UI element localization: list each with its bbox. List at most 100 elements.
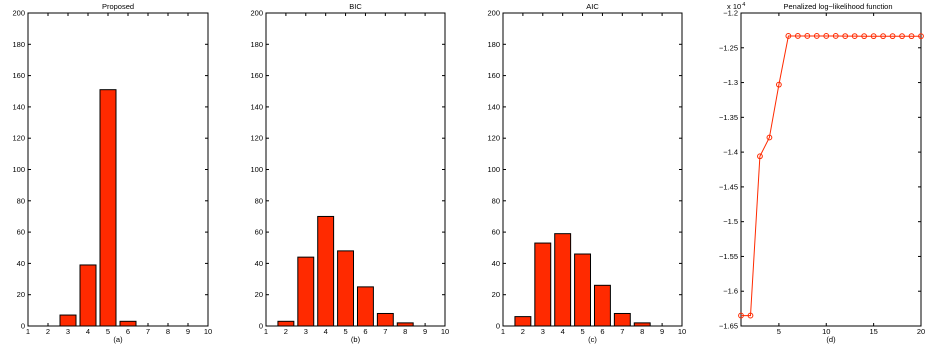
y-tick-label: 40	[255, 259, 263, 268]
y-tick-label: 140	[12, 102, 25, 111]
x-tick-label: 20	[917, 327, 925, 336]
data-point	[889, 33, 896, 40]
bar	[356, 286, 374, 327]
bar	[337, 250, 355, 327]
plot-frame-3	[502, 12, 683, 327]
y-tick-label: 0	[21, 322, 25, 331]
data-point	[899, 33, 905, 40]
bar	[554, 233, 572, 327]
bar	[574, 253, 592, 327]
y-tick-label: 120	[487, 134, 500, 143]
x-tick-label: 1	[26, 327, 30, 336]
y-tick-label: 60	[492, 228, 500, 237]
y-tick-label: 60	[255, 228, 263, 237]
y-tick-label: 160	[487, 71, 500, 80]
bar	[79, 264, 97, 327]
x-tick-label: 5	[106, 327, 110, 336]
y-tick-label: 140	[250, 102, 263, 111]
plot-frame-4	[740, 12, 922, 327]
data-point	[823, 33, 830, 39]
exponent-power: 4	[742, 2, 745, 8]
y-tick-label: 120	[250, 134, 263, 143]
x-tick-label: 10	[441, 327, 449, 336]
y-tick-label: −1.25	[719, 43, 738, 52]
x-tick-label: 4	[324, 327, 328, 336]
series-line	[741, 35, 921, 317]
exponent-label: x 10	[727, 2, 741, 11]
data-point	[851, 33, 858, 39]
data-point	[880, 33, 887, 40]
y-tick-label: 100	[487, 165, 500, 174]
x-tick-label: 10	[822, 327, 830, 336]
bar	[593, 284, 611, 327]
y-tick-label: 0	[496, 322, 500, 331]
x-tick-label: 7	[146, 327, 150, 336]
y-tick-label: 40	[492, 259, 500, 268]
y-tick-label: 120	[12, 134, 25, 143]
x-tick-label: 3	[66, 327, 70, 336]
x-tick-label: 2	[46, 327, 50, 336]
x-tick-label: 1	[501, 327, 505, 336]
chart-title: AIC	[586, 2, 599, 11]
y-tick-label: −1.45	[719, 182, 738, 191]
y-tick-label: 200	[487, 9, 500, 18]
data-point	[757, 153, 763, 160]
y-tick-label: −1.2	[723, 9, 738, 18]
bar	[119, 320, 137, 327]
y-tick-label: 40	[17, 259, 25, 268]
y-tick-label: 80	[492, 196, 500, 205]
x-tick-label: 7	[383, 327, 387, 336]
y-tick-label: −1.6	[723, 287, 738, 296]
y-tick-label: −1.4	[723, 148, 738, 157]
y-tick-label: 0	[259, 322, 263, 331]
y-tick-label: 180	[250, 40, 263, 49]
chart-title: Proposed	[102, 2, 134, 11]
y-tick-label: 100	[12, 165, 25, 174]
y-tick-label: 20	[17, 290, 25, 299]
x-tick-label: 8	[403, 327, 407, 336]
bar	[613, 312, 631, 327]
y-tick-label: 80	[255, 196, 263, 205]
data-point	[804, 33, 811, 39]
x-tick-label: 4	[86, 327, 90, 336]
data-point	[861, 33, 868, 40]
x-tick-label: 6	[363, 327, 367, 336]
x-tick-label: 8	[166, 327, 170, 336]
y-tick-label: −1.35	[719, 113, 738, 122]
y-tick-label: 140	[487, 102, 500, 111]
data-point	[918, 33, 924, 40]
x-tick-label: 2	[521, 327, 525, 336]
x-tick-label: 2	[284, 327, 288, 336]
x-tick-label: 9	[660, 327, 664, 336]
data-point	[785, 33, 792, 39]
x-tick-label: 5	[580, 327, 584, 336]
bar	[376, 312, 394, 327]
x-tick-label: 10	[678, 327, 686, 336]
y-tick-label: 200	[250, 9, 263, 18]
x-tick-label: 9	[186, 327, 190, 336]
x-tick-label: 15	[869, 327, 877, 336]
data-point	[738, 312, 744, 319]
x-tick-label: 6	[126, 327, 130, 336]
x-tick-label: 5	[777, 327, 781, 336]
x-tick-label: 5	[343, 327, 347, 336]
y-tick-label: −1.3	[723, 78, 738, 87]
x-tick-label: 9	[423, 327, 427, 336]
x-tick-label: 7	[620, 327, 624, 336]
data-point	[870, 33, 877, 40]
y-tick-label: 180	[487, 40, 500, 49]
y-tick-label: −1.65	[719, 322, 738, 331]
bar	[99, 89, 117, 327]
data-point	[747, 312, 754, 319]
bar	[396, 322, 414, 327]
y-tick-label: 180	[12, 40, 25, 49]
y-tick-label: 80	[17, 196, 25, 205]
bar	[297, 256, 315, 327]
y-tick-label: −1.5	[723, 217, 738, 226]
x-tick-label: 3	[304, 327, 308, 336]
data-point	[842, 33, 849, 39]
subfigure-label: (d)	[826, 335, 836, 344]
x-tick-label: 8	[640, 327, 644, 336]
plot-frame-2	[265, 12, 446, 327]
